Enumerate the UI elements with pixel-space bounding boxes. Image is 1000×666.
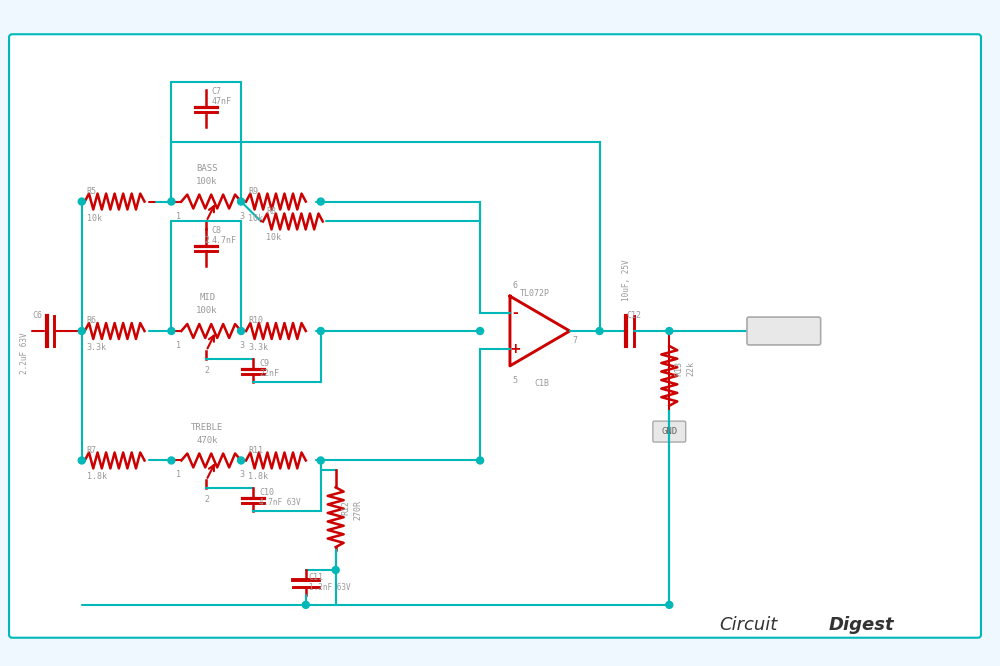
Text: Circuit: Circuit — [719, 616, 777, 634]
Text: 1.8k: 1.8k — [87, 472, 107, 482]
Text: R5: R5 — [87, 186, 97, 196]
Circle shape — [78, 198, 85, 205]
Text: 470k: 470k — [196, 436, 218, 445]
Text: C11: C11 — [309, 573, 324, 582]
Circle shape — [78, 457, 85, 464]
Text: 2: 2 — [204, 236, 209, 245]
Circle shape — [168, 457, 175, 464]
Circle shape — [168, 328, 175, 334]
Circle shape — [666, 328, 673, 334]
Text: C12: C12 — [626, 311, 641, 320]
Text: C9: C9 — [259, 359, 269, 368]
Text: TREBLE: TREBLE — [191, 423, 224, 432]
Text: C1B: C1B — [535, 379, 550, 388]
Text: R10: R10 — [248, 316, 263, 325]
Circle shape — [238, 328, 245, 334]
Text: 22nF: 22nF — [259, 369, 279, 378]
Text: 2.2uF 63V: 2.2uF 63V — [20, 332, 29, 374]
Text: MID: MID — [199, 293, 215, 302]
Text: 10uF, 25V: 10uF, 25V — [622, 260, 631, 301]
Circle shape — [317, 328, 324, 334]
Text: Digest: Digest — [829, 616, 894, 634]
Text: 100k: 100k — [196, 306, 218, 315]
Text: 47nF: 47nF — [211, 97, 231, 106]
Text: 1.8k: 1.8k — [248, 472, 268, 482]
Circle shape — [332, 567, 339, 573]
Circle shape — [302, 601, 309, 608]
Text: 7: 7 — [573, 336, 578, 345]
Text: 1: 1 — [176, 470, 181, 480]
Text: TL072P: TL072P — [520, 289, 550, 298]
Text: 1.2nF 63V: 1.2nF 63V — [309, 583, 350, 592]
FancyBboxPatch shape — [653, 421, 686, 442]
Circle shape — [317, 457, 324, 464]
Text: GND: GND — [661, 427, 677, 436]
FancyBboxPatch shape — [747, 317, 821, 345]
Text: -: - — [512, 306, 518, 320]
Circle shape — [477, 328, 484, 334]
Circle shape — [666, 601, 673, 608]
Text: R7: R7 — [87, 446, 97, 454]
Text: 3: 3 — [239, 341, 244, 350]
Text: C7: C7 — [211, 87, 221, 96]
Text: BASS: BASS — [196, 164, 218, 172]
Text: 22k: 22k — [687, 361, 696, 376]
Text: +: + — [509, 342, 521, 356]
Circle shape — [477, 457, 484, 464]
Text: 3: 3 — [239, 212, 244, 220]
Text: C8: C8 — [211, 226, 221, 236]
Text: 1: 1 — [176, 341, 181, 350]
Text: 10k: 10k — [87, 214, 102, 222]
Text: 4.7nF 63V: 4.7nF 63V — [259, 498, 301, 507]
Circle shape — [238, 457, 245, 464]
Circle shape — [168, 198, 175, 205]
Text: 10k: 10k — [248, 214, 263, 222]
Text: 4.7nF: 4.7nF — [211, 236, 236, 245]
Text: 3.3k: 3.3k — [248, 343, 268, 352]
Circle shape — [238, 198, 245, 205]
Text: C6: C6 — [32, 311, 42, 320]
Text: R11: R11 — [248, 446, 263, 454]
Text: R13: R13 — [675, 361, 684, 376]
Text: 5: 5 — [512, 376, 517, 385]
Text: 6: 6 — [512, 281, 517, 290]
Text: 2: 2 — [204, 366, 209, 375]
Text: R6: R6 — [87, 316, 97, 325]
Text: R8: R8 — [266, 206, 276, 216]
Text: 3.3k: 3.3k — [87, 343, 107, 352]
Text: 2: 2 — [204, 496, 209, 504]
FancyBboxPatch shape — [9, 34, 981, 638]
Text: 100k: 100k — [196, 176, 218, 186]
Text: R12: R12 — [341, 500, 350, 515]
Circle shape — [78, 328, 85, 334]
Text: R9: R9 — [248, 186, 258, 196]
Text: OUTPUT: OUTPUT — [765, 326, 803, 336]
Text: C10: C10 — [259, 488, 274, 498]
Text: 270R: 270R — [353, 500, 362, 520]
Circle shape — [317, 198, 324, 205]
Text: 3: 3 — [239, 470, 244, 480]
Circle shape — [596, 328, 603, 334]
Text: 10k: 10k — [266, 233, 281, 242]
Text: 1: 1 — [176, 212, 181, 220]
